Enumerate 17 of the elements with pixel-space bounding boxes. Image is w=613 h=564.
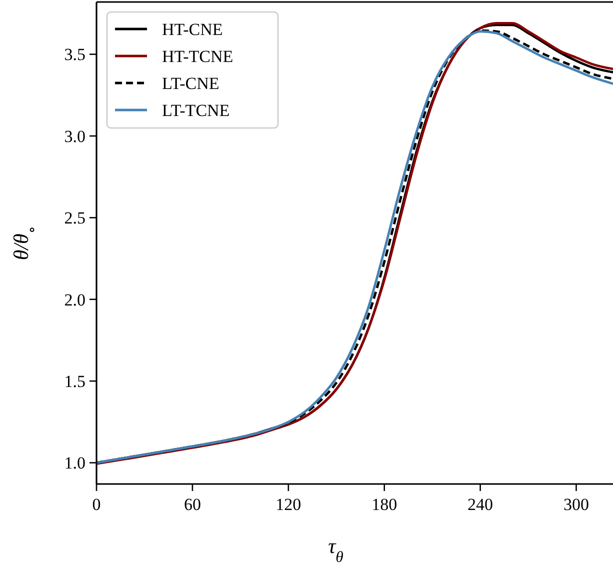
x-tick-label: 0 xyxy=(92,495,101,514)
x-tick-label: 180 xyxy=(372,495,398,514)
legend-label: LT-TCNE xyxy=(162,100,230,120)
y-tick-label: 1.5 xyxy=(64,372,86,392)
legend-label: LT-CNE xyxy=(162,74,220,93)
y-tick-label: 2.0 xyxy=(64,290,86,310)
x-tick-label: 240 xyxy=(468,495,494,514)
legend-label: HT-TCNE xyxy=(162,46,234,66)
y-tick-label: 3.0 xyxy=(64,126,86,146)
x-axis-title: τ$_{θ}$ xyxy=(328,534,344,564)
x-tick-label: 300 xyxy=(563,495,589,514)
y-tick-label: 1.0 xyxy=(64,454,86,473)
x-tick-label: 120 xyxy=(276,495,302,514)
y-tick-label: 3.5 xyxy=(64,45,86,64)
y-tick-label: 2.5 xyxy=(64,208,86,228)
legend-label: HT-CNE xyxy=(162,20,223,39)
x-tick-label: 60 xyxy=(184,495,201,514)
